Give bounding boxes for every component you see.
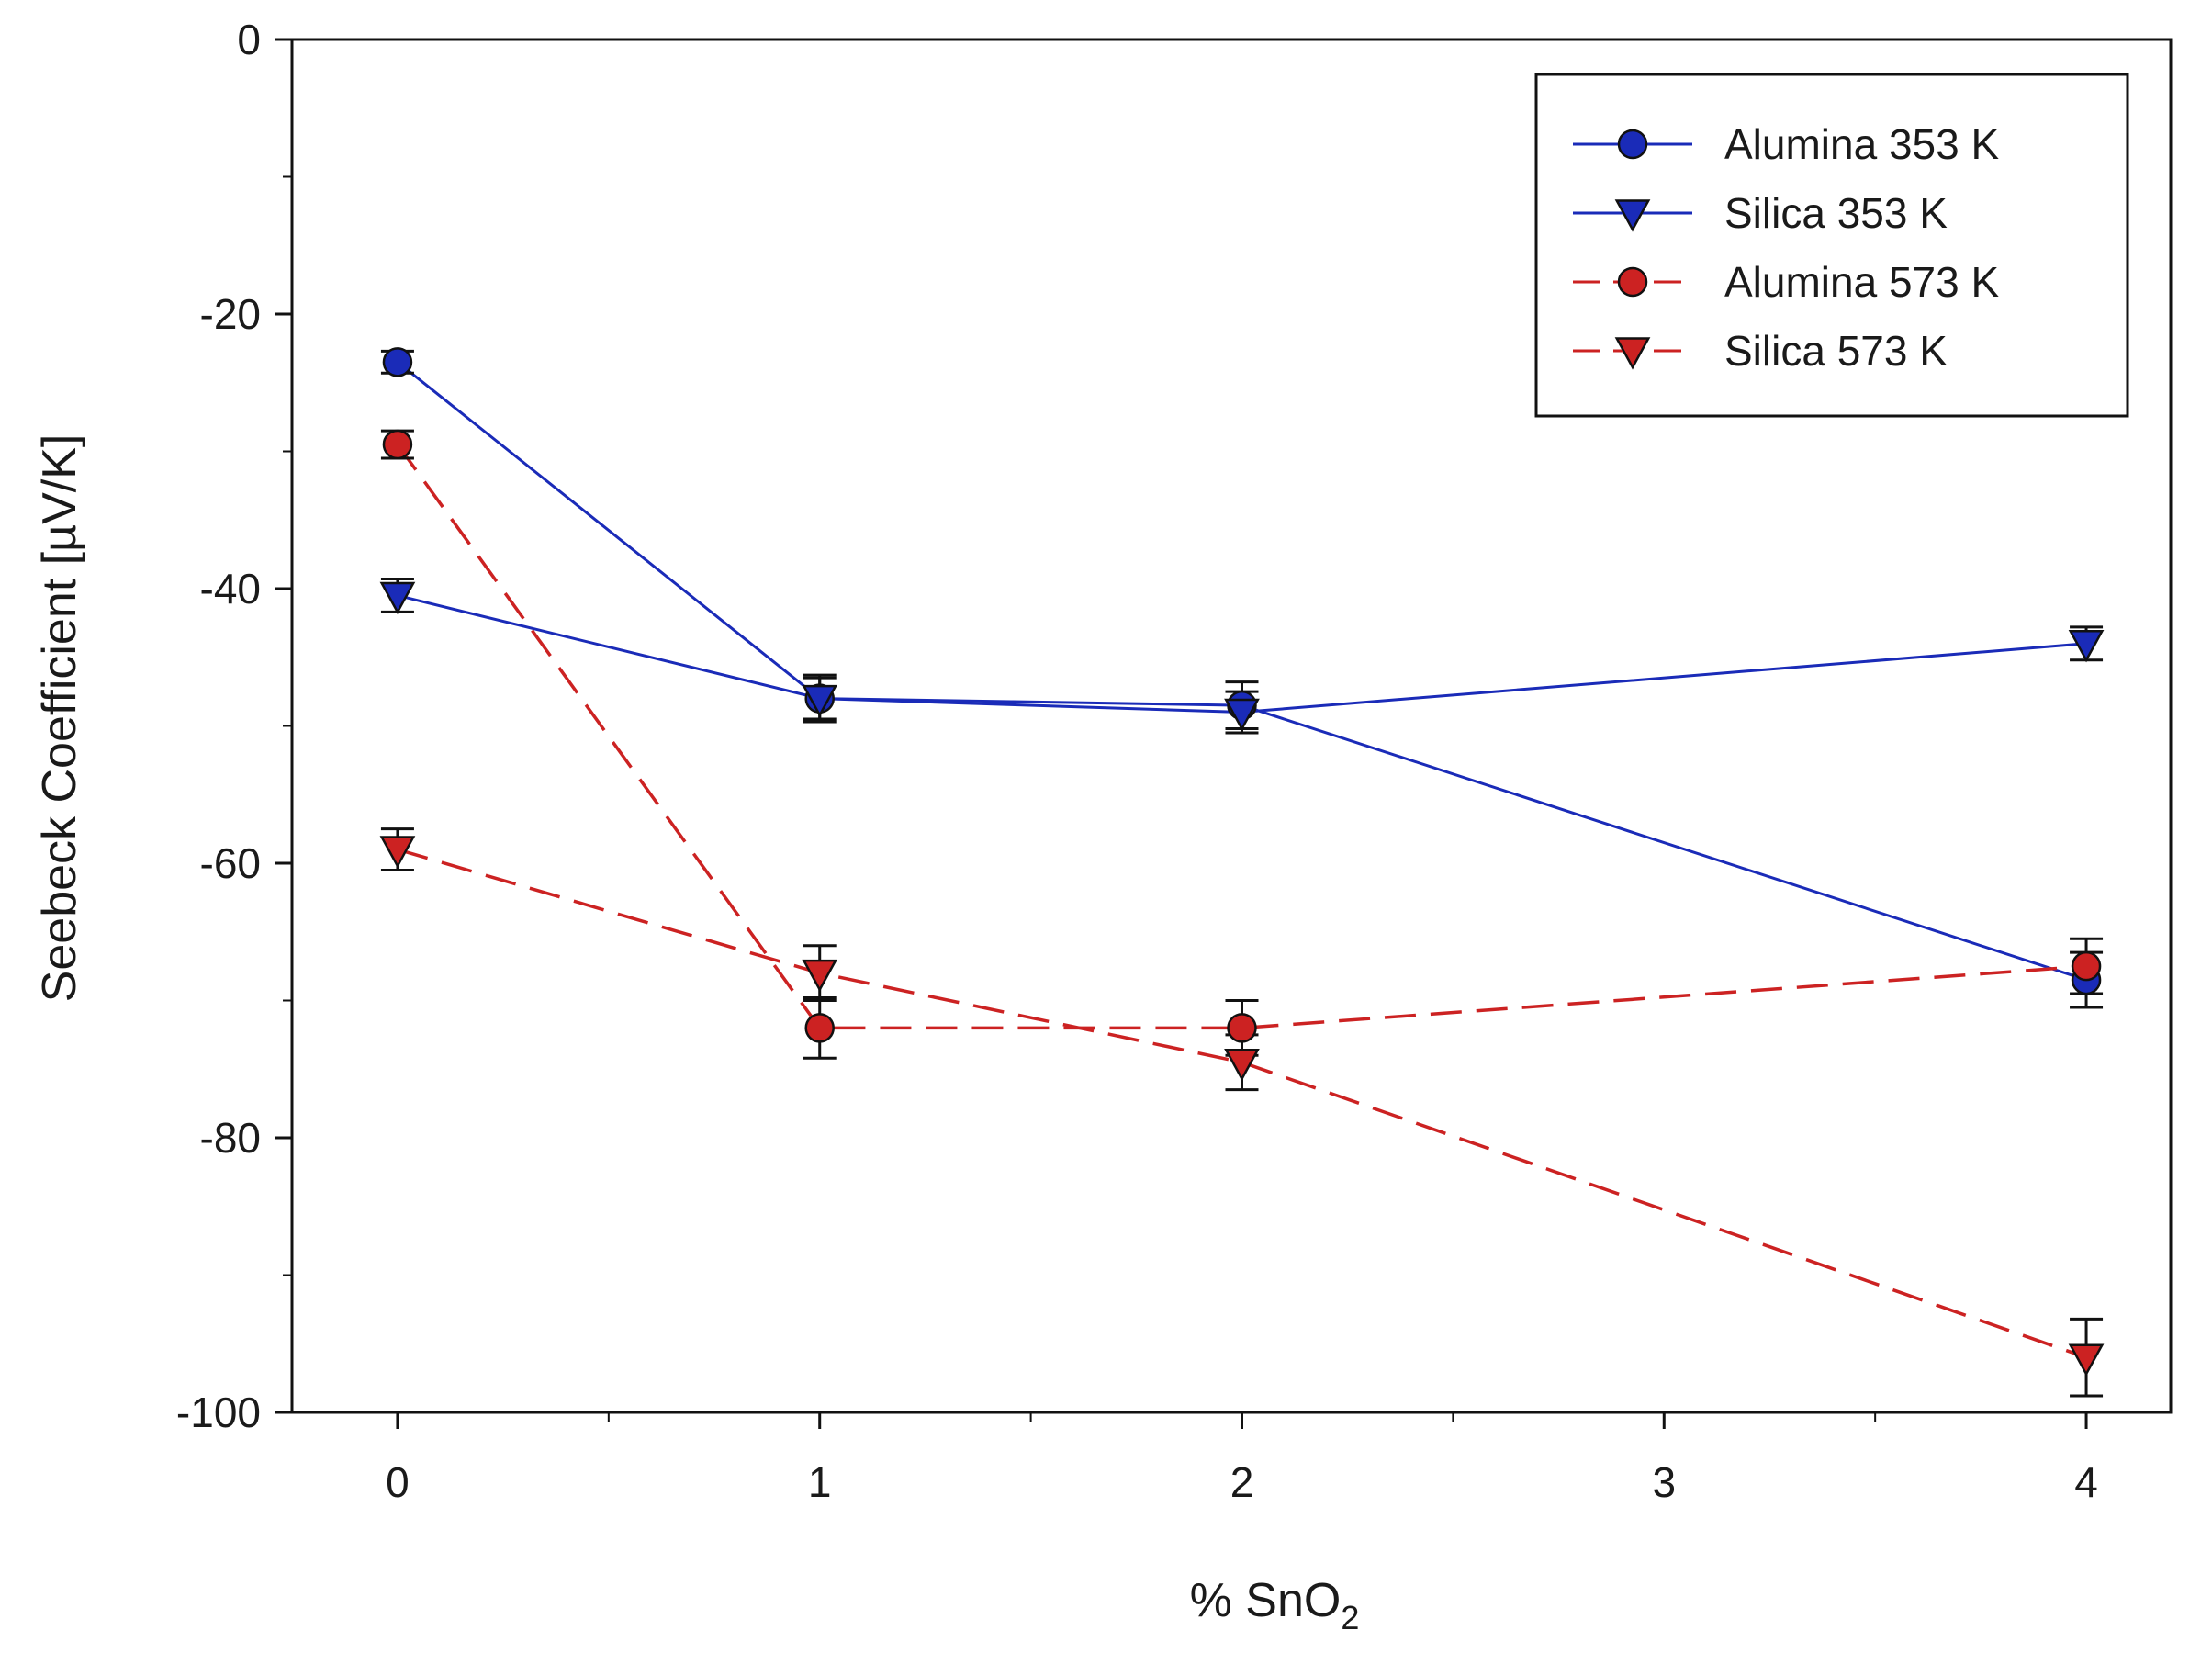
markers-layer — [379, 347, 2105, 1377]
axes-layer: 0 -20 -40 -60 -80 -100 0 1 2 3 4 — [176, 16, 2173, 1506]
legend-marker-alumina-353-k — [1617, 129, 1648, 160]
y-tick-label: 0 — [237, 16, 261, 63]
data-point-silica-573-k — [379, 836, 416, 869]
data-point-silica-573-k — [1224, 1049, 1260, 1082]
data-point-silica-573-k — [802, 959, 838, 993]
legend-marker-silica-573-k — [1614, 337, 1651, 370]
x-tick-label: 1 — [808, 1458, 832, 1506]
x-tick-label: 4 — [2074, 1458, 2098, 1506]
series-line-silica-573-k — [397, 848, 2087, 1359]
data-point-alumina-573-k — [382, 429, 413, 460]
legend-label-silica-573-k: Silica 573 K — [1724, 327, 1948, 375]
x-tick-label: 2 — [1230, 1458, 1254, 1506]
legend-label-silica-353-k: Silica 353 K — [1724, 189, 1948, 237]
y-tick-label: -60 — [200, 839, 261, 887]
series-line-alumina-353-k — [397, 361, 2087, 982]
data-point-alumina-353-k — [382, 347, 413, 377]
data-point-alumina-573-k — [2071, 950, 2102, 982]
data-point-alumina-573-k — [1227, 1013, 1257, 1043]
series-line-alumina-573-k — [396, 443, 2087, 1030]
legend-label-alumina-573-k: Alumina 573 K — [1724, 258, 1999, 306]
legend-marker-alumina-573-k — [1617, 266, 1648, 298]
x-tick-label: 3 — [1652, 1458, 1676, 1506]
error-bars-layer — [380, 349, 2104, 1398]
data-point-alumina-573-k — [804, 1013, 835, 1043]
y-tick-label: -80 — [200, 1114, 261, 1162]
data-point-silica-353-k — [379, 581, 416, 615]
y-axis-label: Seebeck Coefficient [µV/K] — [33, 434, 86, 1003]
x-tick-label: 0 — [386, 1458, 410, 1506]
data-point-silica-353-k — [2068, 630, 2105, 663]
legend-marker-silica-353-k — [1614, 199, 1651, 232]
series-line-silica-353-k — [397, 594, 2087, 714]
data-point-silica-353-k — [802, 684, 838, 718]
x-axis-label: % SnO2 — [1190, 1574, 1360, 1636]
series-lines-layer — [396, 361, 2087, 1359]
legend-layer: Alumina 353 K Silica 353 K Alumina 573 K Si… — [1534, 73, 2129, 418]
y-tick-label: -40 — [200, 565, 261, 613]
data-point-silica-573-k — [2068, 1343, 2105, 1377]
y-tick-label: -20 — [200, 290, 261, 338]
data-point-silica-353-k — [1224, 698, 1260, 732]
legend-label-alumina-353-k: Alumina 353 K — [1724, 120, 1999, 168]
y-tick-label: -100 — [176, 1388, 261, 1436]
